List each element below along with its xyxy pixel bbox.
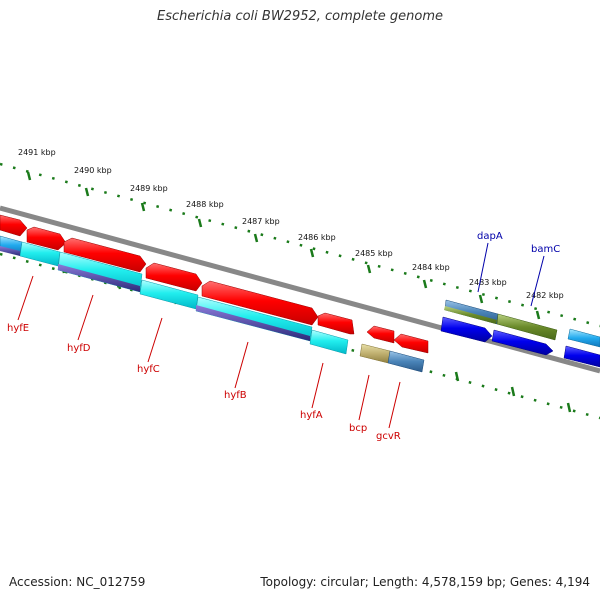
- plus-strand-genes: [440, 316, 600, 368]
- gene-next-arrow[interactable]: [563, 345, 600, 368]
- cog-bar: [567, 328, 600, 348]
- major-tick: [454, 371, 460, 382]
- scale-label: 2484 kbp: [412, 263, 450, 272]
- gene-label-bcp[interactable]: bcp: [349, 423, 367, 434]
- leader-line: [311, 362, 324, 409]
- gene-label-hyfB[interactable]: hyfB: [224, 390, 247, 401]
- scale-label: 2488 kbp: [186, 200, 224, 209]
- major-tick: [566, 402, 572, 413]
- major-tick: [366, 264, 372, 274]
- scale-labels: 2491 kbp 2490 kbp 2489 kbp 2488 kbp 2487…: [18, 148, 564, 300]
- scale-label: 2486 kbp: [298, 233, 336, 242]
- scale-label: 2482 kbp: [526, 291, 564, 300]
- leader-line: [234, 341, 249, 389]
- leader-line: [530, 255, 545, 307]
- minus-strand-cog-bars: [0, 235, 425, 373]
- gene-hyfD-arrow[interactable]: [63, 237, 147, 273]
- leader-line: [358, 374, 370, 421]
- gene-dapA-arrow[interactable]: [440, 316, 493, 343]
- major-tick: [478, 294, 484, 304]
- gene-hyfE-arrow[interactable]: [26, 226, 67, 251]
- gene-hyfA-arrow[interactable]: [317, 312, 355, 335]
- gene-label-hyfC[interactable]: hyfC: [137, 364, 160, 375]
- gene-label-hyfE[interactable]: hyfE: [7, 323, 29, 334]
- scale-label: 2490 kbp: [74, 166, 112, 175]
- accession-label: Accession: NC_012759: [9, 575, 146, 589]
- scale-label: 2487 kbp: [242, 217, 280, 226]
- cog-bar: [359, 343, 391, 364]
- cog-bar: [444, 306, 497, 324]
- topology-label: Topology: circular; Length: 4,578,159 bp…: [260, 575, 590, 589]
- gene-hyfB-arrow[interactable]: [201, 280, 319, 326]
- gene-hyfF-arrow[interactable]: [0, 214, 28, 237]
- leader-line: [388, 381, 401, 429]
- outer-scale-ticks: [0, 162, 600, 328]
- scale-label: 2489 kbp: [130, 184, 168, 193]
- leader-line: [17, 275, 34, 321]
- gene-label-hyfD[interactable]: hyfD: [67, 343, 91, 354]
- gene-bcp-arrow[interactable]: [366, 325, 395, 344]
- leader-line: [147, 317, 163, 363]
- major-tick: [26, 171, 32, 181]
- cog-bar: [309, 329, 349, 355]
- major-tick: [197, 218, 203, 228]
- gene-label-leaders: [17, 242, 545, 429]
- gene-label-hyfA[interactable]: hyfA: [300, 410, 323, 421]
- major-tick: [422, 279, 428, 289]
- cog-bar: [196, 305, 310, 341]
- genome-backbone: [0, 205, 600, 374]
- leader-line: [477, 242, 489, 293]
- major-tick: [535, 310, 541, 320]
- major-tick: [84, 187, 90, 197]
- minus-strand-genes: [0, 214, 429, 354]
- scale-label: 2491 kbp: [18, 148, 56, 157]
- cog-bar: [496, 313, 558, 341]
- plus-strand-cog-bars: [444, 299, 600, 348]
- scale-label: 2485 kbp: [355, 249, 393, 258]
- leader-line: [77, 294, 94, 341]
- gene-hyfC-arrow[interactable]: [145, 262, 203, 292]
- gene-labels: hyfE hyfD hyfC hyfB hyfA bcp gcvR dapA b…: [7, 231, 560, 442]
- gene-label-dapA[interactable]: dapA: [477, 231, 503, 242]
- major-tick: [510, 386, 516, 397]
- cog-bar: [58, 264, 140, 292]
- major-tick: [309, 248, 315, 258]
- scale-label: 2483 kbp: [469, 278, 507, 287]
- major-tick: [140, 202, 146, 212]
- cog-bar: [0, 246, 20, 256]
- page-title: Escherichia coli BW2952, complete genome: [157, 9, 443, 24]
- major-tick: [253, 233, 259, 243]
- gene-label-gcvR[interactable]: gcvR: [376, 431, 401, 442]
- gene-gcvR-arrow[interactable]: [393, 333, 429, 354]
- cog-bar: [387, 350, 425, 373]
- gene-label-bamC[interactable]: bamC: [531, 244, 560, 255]
- gene-bamC-arrow[interactable]: [491, 329, 554, 356]
